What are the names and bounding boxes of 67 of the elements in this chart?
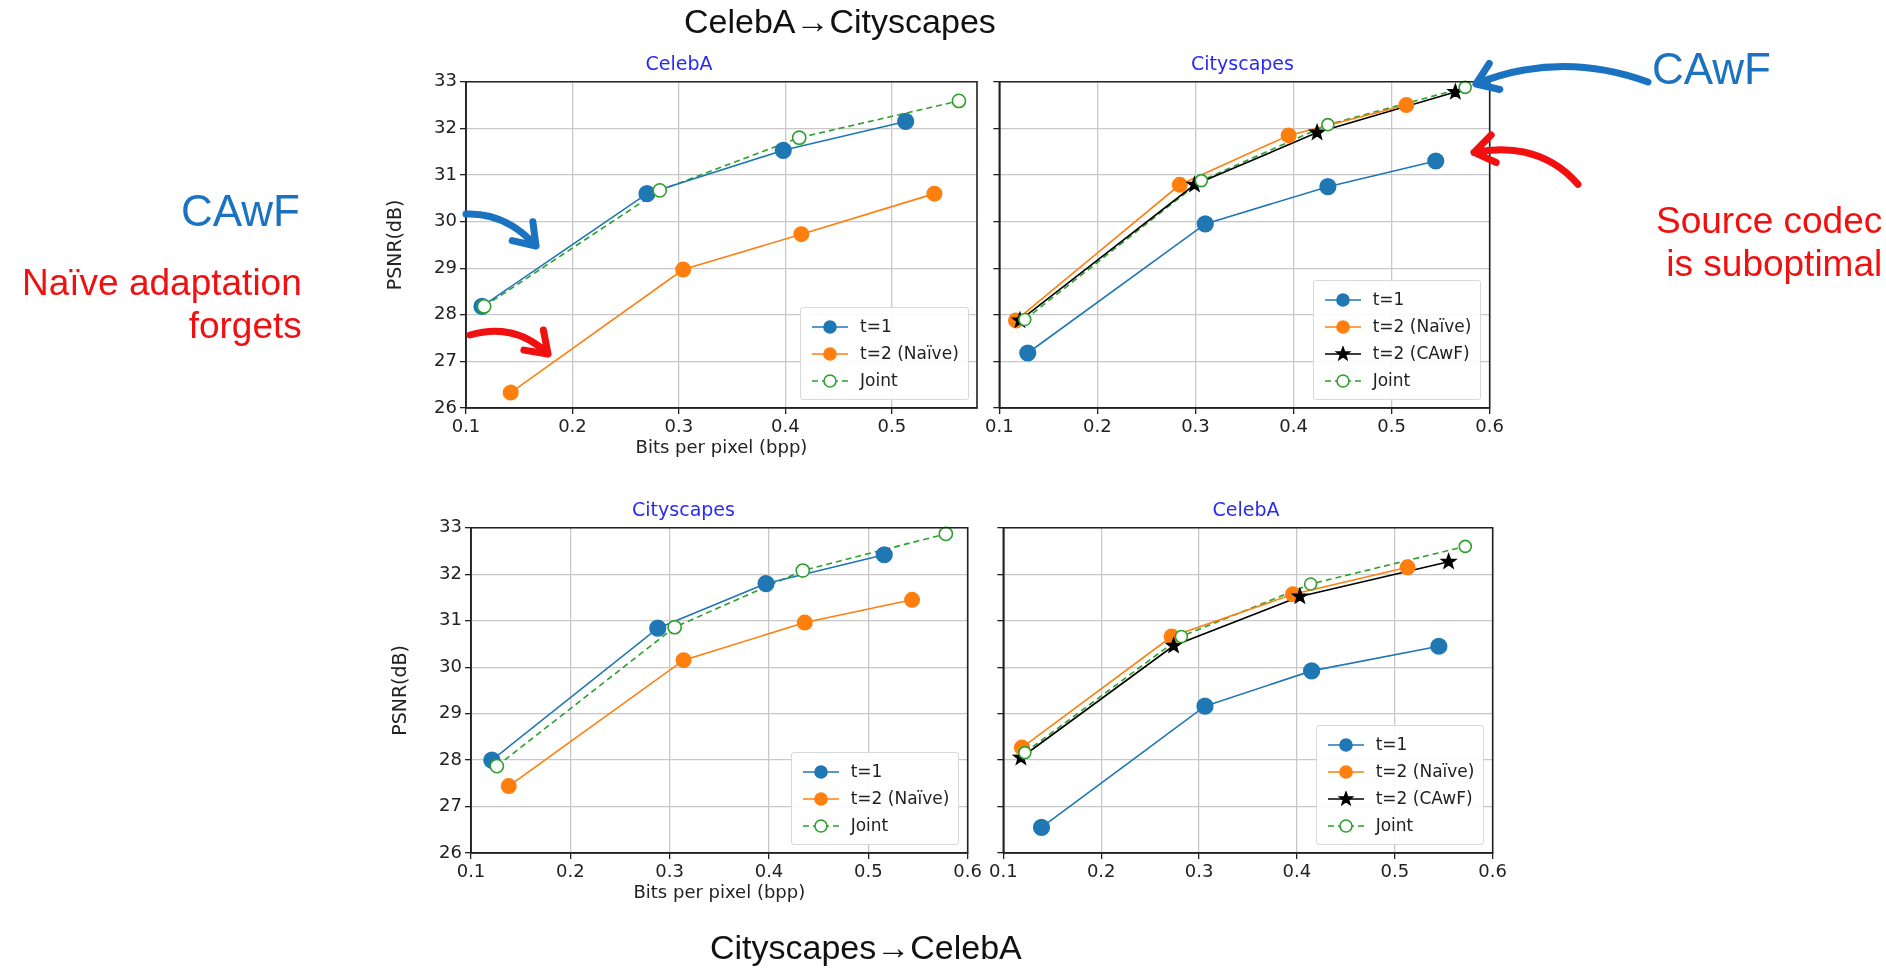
x-tick-label: 0.3 [1181,415,1210,437]
y-tick-label: 27 [439,794,462,816]
x-tick-label: 0.4 [1282,860,1312,882]
x-tick-label: 0.2 [1086,860,1116,882]
legend-label: t=1 [1375,733,1408,756]
chart-title: CelebA [645,52,713,75]
y-tick-label: 29 [439,701,462,723]
legend-label: Joint [1375,814,1414,837]
x-tick-label: 0.3 [1184,860,1214,882]
y-tick-label: 28 [439,747,462,769]
y-tick-label: 29 [434,255,457,277]
legend-label: t=2 (Naïve) [1372,315,1472,338]
text: CAwF [181,186,300,237]
y-tick-label: 30 [434,209,457,231]
y-tick-label: 30 [439,654,462,676]
legend-label: t=1 [1372,288,1405,311]
x-tick-label: 0.3 [655,860,684,882]
x-axis-title: Bits per pixel (bpp) [633,880,806,902]
legend-label: t=2 (Naïve) [1375,760,1475,783]
x-tick-label: 0.1 [988,860,1018,882]
y-tick-label: 31 [434,162,457,184]
x-tick-label: 0.6 [953,860,983,882]
y-tick-label: 31 [439,608,462,630]
y-tick-label: 26 [439,840,462,862]
y-tick-label: 33 [439,515,462,537]
source-note: Source codec is suboptimal [1656,200,1883,286]
x-tick-label: 0.4 [754,860,784,882]
x-tick-label: 0.1 [456,860,486,882]
legend-label: t=2 (CAwF) [1375,787,1473,810]
text: CelebA→Cityscapes [684,2,996,42]
legend-label: t=2 (Naïve) [850,787,950,810]
y-axis-title: PSNR(dB) [388,644,411,736]
y-tick-label: 28 [434,302,457,324]
x-tick-label: 0.5 [1380,860,1410,882]
legend-label: Joint [850,814,889,837]
y-tick-label: 27 [434,349,457,371]
text: Naïve adaptation forgets [22,262,302,348]
x-tick-label: 0.5 [1377,415,1406,437]
x-axis-title: Bits per pixel (bpp) [635,435,808,457]
y-tick-label: 32 [439,561,462,583]
x-tick-label: 0.1 [451,415,481,437]
chart-title: Cityscapes [1191,52,1294,75]
text: Cityscapes→CelebA [710,928,1022,968]
y-tick-label: 32 [434,116,457,138]
y-tick-label: 33 [434,69,457,91]
legend-label: t=1 [860,315,892,338]
legend-label: Joint [860,369,898,392]
legend-label: t=2 (Naïve) [860,342,959,365]
legend-label: t=2 (CAwF) [1372,342,1470,365]
x-tick-label: 0.1 [984,415,1014,437]
x-tick-label: 0.6 [1478,860,1508,882]
x-tick-label: 0.4 [771,415,800,437]
legend-label: Joint [1372,369,1411,392]
x-tick-label: 0.2 [556,860,585,882]
y-tick-label: 26 [434,395,457,417]
x-tick-label: 0.2 [1083,415,1112,437]
chart-title: CelebA [1212,498,1280,521]
x-tick-label: 0.5 [854,860,883,882]
x-tick-label: 0.4 [1279,415,1308,437]
x-tick-label: 0.2 [558,415,587,437]
text: CAwF [1652,44,1771,95]
chart-title: Cityscapes [632,498,735,521]
y-axis-title: PSNR(dB) [383,199,406,291]
legend-label: t=1 [850,760,883,783]
x-tick-label: 0.5 [877,415,907,437]
x-tick-label: 0.3 [664,415,694,437]
x-tick-label: 0.6 [1475,415,1505,437]
